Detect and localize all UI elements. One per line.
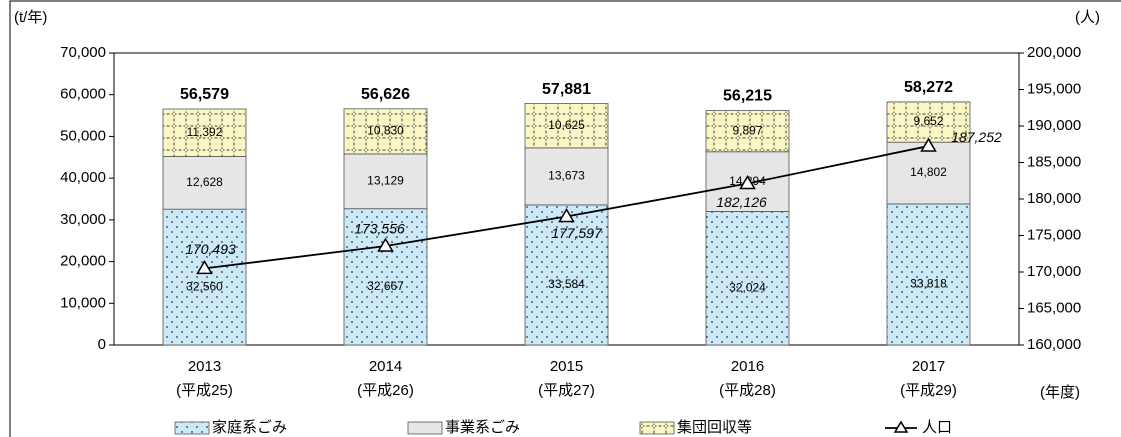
population-label: 187,252 xyxy=(951,129,1002,145)
value-label: 9,652 xyxy=(913,114,943,128)
legend-label: 人口 xyxy=(922,419,952,436)
y-tick-label: 40,000 xyxy=(60,169,106,186)
population-marker xyxy=(196,259,213,275)
y2-tick-label: 180,000 xyxy=(1027,190,1081,207)
legend-swatch xyxy=(174,421,210,435)
bar-segment xyxy=(524,147,609,206)
bar-segment xyxy=(162,208,247,346)
value-label: 12,628 xyxy=(186,175,223,189)
x-tick-label: 2015 xyxy=(550,358,583,375)
population-marker xyxy=(558,208,575,223)
x-tick-label: 2017 xyxy=(912,358,945,375)
bar-segment xyxy=(162,108,247,157)
value-label: 32,560 xyxy=(186,279,223,293)
value-label: 9,897 xyxy=(732,123,762,137)
y2-tick-label: 160,000 xyxy=(1027,336,1081,353)
value-label: 10,830 xyxy=(367,124,404,138)
x-tick-label: 2014 xyxy=(369,358,402,375)
population-marker xyxy=(920,137,937,152)
legend-swatch xyxy=(893,420,909,433)
x-tick-sublabel: (平成29) xyxy=(900,382,957,399)
value-label: 13,129 xyxy=(367,174,404,188)
population-label: 177,597 xyxy=(551,225,603,241)
y2-tick-label: 200,000 xyxy=(1027,44,1081,61)
total-label: 56,626 xyxy=(361,86,410,103)
total-label: 56,579 xyxy=(180,86,229,103)
value-label: 13,673 xyxy=(548,169,585,183)
y-tick-label: 20,000 xyxy=(60,253,106,270)
y-tick-label: 70,000 xyxy=(60,44,106,61)
total-label: 56,215 xyxy=(723,88,772,105)
frame xyxy=(9,0,1121,437)
legend-swatch xyxy=(639,421,675,435)
y-axis-label: (t/年) xyxy=(14,9,47,26)
x-tick-label: 2016 xyxy=(731,358,764,375)
bar-segment xyxy=(524,103,609,149)
value-label: 10,625 xyxy=(548,118,585,132)
y2-tick-label: 165,000 xyxy=(1027,299,1081,316)
bar-segment xyxy=(343,153,428,210)
value-label: 32,667 xyxy=(367,279,404,293)
legend-label: 集団回収等 xyxy=(677,418,752,436)
legend-swatch xyxy=(407,421,443,435)
value-label: 33,818 xyxy=(910,277,947,291)
value-label: 33,584 xyxy=(548,277,585,291)
y2-tick-label: 190,000 xyxy=(1027,117,1081,134)
x-tick-sublabel: (平成25) xyxy=(176,382,233,399)
y2-tick-label: 185,000 xyxy=(1027,153,1081,170)
x-axis-label: (年度) xyxy=(1040,384,1080,401)
x-tick-sublabel: (平成27) xyxy=(538,382,595,399)
y-tick-label: 50,000 xyxy=(60,127,106,144)
y-tick-label: 30,000 xyxy=(60,211,106,228)
total-label: 57,881 xyxy=(542,81,591,98)
y2-tick-label: 175,000 xyxy=(1027,226,1081,243)
population-marker xyxy=(377,237,394,252)
y-tick-label: 60,000 xyxy=(60,86,106,103)
total-label: 58,272 xyxy=(904,79,953,96)
value-label: 32,024 xyxy=(729,280,766,294)
value-label: 14,802 xyxy=(910,165,947,179)
y2-tick-label: 170,000 xyxy=(1027,263,1081,280)
bar-segment xyxy=(886,203,971,346)
y-tick-label: 10,000 xyxy=(60,294,106,311)
y2-tick-label: 195,000 xyxy=(1027,80,1081,97)
legend-label: 家庭系ごみ xyxy=(212,419,287,436)
bar-segment xyxy=(343,108,428,155)
x-tick-sublabel: (平成26) xyxy=(357,382,414,399)
population-label: 182,126 xyxy=(716,194,767,210)
population-label: 173,556 xyxy=(354,221,405,237)
x-tick-sublabel: (平成28) xyxy=(719,382,776,399)
bar-segment xyxy=(343,208,428,346)
legend-label: 事業系ごみ xyxy=(445,419,520,436)
population-label: 170,493 xyxy=(185,241,236,257)
bar-segment xyxy=(524,204,609,346)
y-tick-label: 0 xyxy=(98,336,106,353)
population-marker xyxy=(739,174,756,190)
value-label: 11,392 xyxy=(187,125,223,139)
bar-segment xyxy=(705,211,790,346)
bar-segment xyxy=(705,110,790,153)
x-tick-label: 2013 xyxy=(188,358,221,375)
y2-axis-label: (人) xyxy=(1075,9,1100,26)
